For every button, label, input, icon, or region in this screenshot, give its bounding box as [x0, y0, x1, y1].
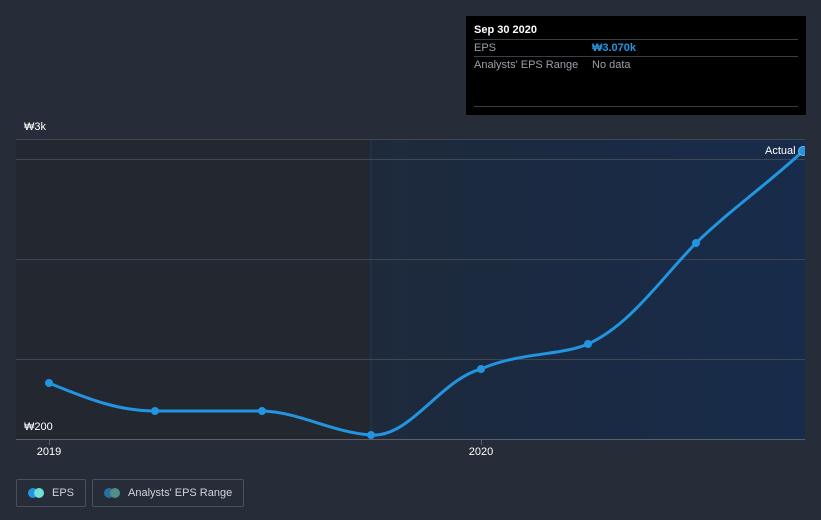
tooltip-eps-value: ₩3.070k: [592, 42, 637, 54]
forecast-region: [371, 139, 805, 439]
past-region: [16, 139, 371, 439]
right-margin: [805, 130, 821, 450]
y-axis-label-top: ₩3k: [24, 121, 46, 133]
legend-eps-label: EPS: [52, 487, 75, 499]
chart-legend: EPS Analysts' EPS Range: [16, 479, 245, 507]
tooltip-eps-key: EPS: [474, 42, 497, 54]
tooltip-divider: [474, 106, 798, 107]
eps-legend-swatch-icon: [28, 488, 44, 498]
tooltip-range-value: No data: [592, 59, 631, 71]
data-tooltip: Sep 30 2020 EPS ₩3.070k Analysts' EPS Ra…: [466, 16, 806, 115]
legend-analysts-range-label: Analysts' EPS Range: [128, 487, 233, 499]
tooltip-row-range: Analysts' EPS Range No data: [474, 57, 798, 74]
legend-analysts-range-toggle[interactable]: Analysts' EPS Range: [92, 479, 245, 507]
tooltip-range-key: Analysts' EPS Range: [474, 59, 579, 71]
tooltip-row-eps: EPS ₩3.070k: [474, 40, 798, 57]
y-axis-label-bottom: ₩200: [24, 421, 53, 433]
x-axis-label-2020: 2020: [468, 446, 494, 458]
eps-data-points: [45, 239, 700, 439]
gridlines: [16, 139, 805, 360]
actual-annotation: Actual: [765, 145, 796, 157]
tooltip-date: Sep 30 2020: [474, 16, 798, 40]
range-legend-swatch-icon: [104, 488, 121, 498]
legend-eps-toggle[interactable]: EPS: [16, 479, 87, 507]
x-axis-label-2019: 2019: [36, 446, 62, 458]
